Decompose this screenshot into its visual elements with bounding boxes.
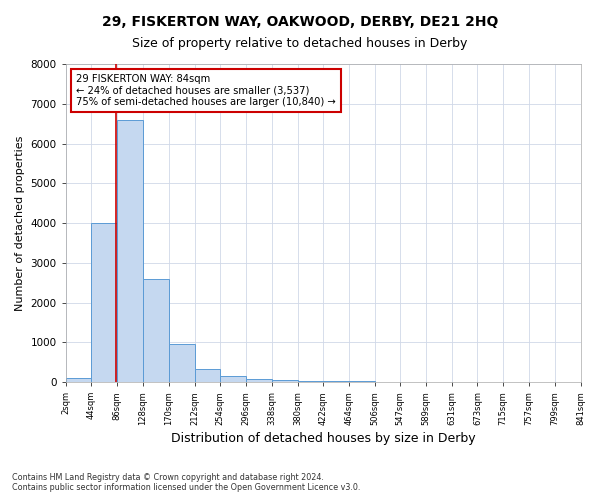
- Bar: [117, 120, 143, 382]
- Bar: [220, 376, 246, 382]
- Y-axis label: Number of detached properties: Number of detached properties: [15, 136, 25, 310]
- Text: 29, FISKERTON WAY, OAKWOOD, DERBY, DE21 2HQ: 29, FISKERTON WAY, OAKWOOD, DERBY, DE21 …: [102, 15, 498, 29]
- Text: Contains HM Land Registry data © Crown copyright and database right 2024.
Contai: Contains HM Land Registry data © Crown c…: [12, 473, 361, 492]
- Bar: [298, 380, 323, 382]
- Bar: [194, 369, 220, 382]
- Text: 29 FISKERTON WAY: 84sqm
← 24% of detached houses are smaller (3,537)
75% of semi: 29 FISKERTON WAY: 84sqm ← 24% of detache…: [76, 74, 336, 106]
- Text: Size of property relative to detached houses in Derby: Size of property relative to detached ho…: [133, 38, 467, 51]
- Bar: [143, 278, 169, 382]
- Bar: [66, 378, 91, 382]
- Bar: [169, 344, 194, 382]
- X-axis label: Distribution of detached houses by size in Derby: Distribution of detached houses by size …: [171, 432, 475, 445]
- Bar: [272, 380, 298, 382]
- Bar: [323, 381, 349, 382]
- Bar: [246, 379, 272, 382]
- Bar: [91, 223, 117, 382]
